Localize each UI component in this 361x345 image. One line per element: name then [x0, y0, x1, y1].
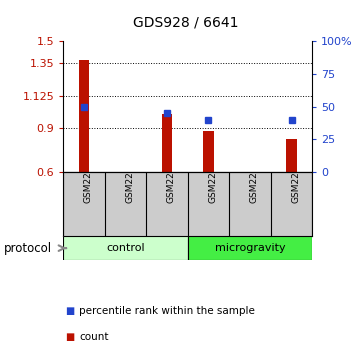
Text: GSM22100: GSM22100 [208, 154, 217, 203]
Bar [203, 131, 214, 172]
Text: GSM22097: GSM22097 [84, 154, 93, 203]
Text: GSM22101: GSM22101 [250, 154, 259, 203]
Bar [79, 60, 89, 172]
Text: GDS928 / 6641: GDS928 / 6641 [133, 15, 239, 29]
Text: percentile rank within the sample: percentile rank within the sample [79, 306, 255, 316]
Bar [286, 139, 297, 172]
Text: microgravity: microgravity [215, 243, 285, 253]
Text: count: count [79, 332, 109, 342]
Text: protocol: protocol [4, 241, 52, 255]
Text: ■: ■ [65, 332, 74, 342]
Text: GSM22099: GSM22099 [167, 154, 176, 203]
Text: GSM22102: GSM22102 [291, 154, 300, 203]
Text: control: control [106, 243, 145, 253]
Bar [162, 114, 172, 172]
Text: GSM22098: GSM22098 [126, 154, 134, 203]
Bar [188, 236, 312, 260]
Text: ■: ■ [65, 306, 74, 316]
Bar [63, 236, 188, 260]
